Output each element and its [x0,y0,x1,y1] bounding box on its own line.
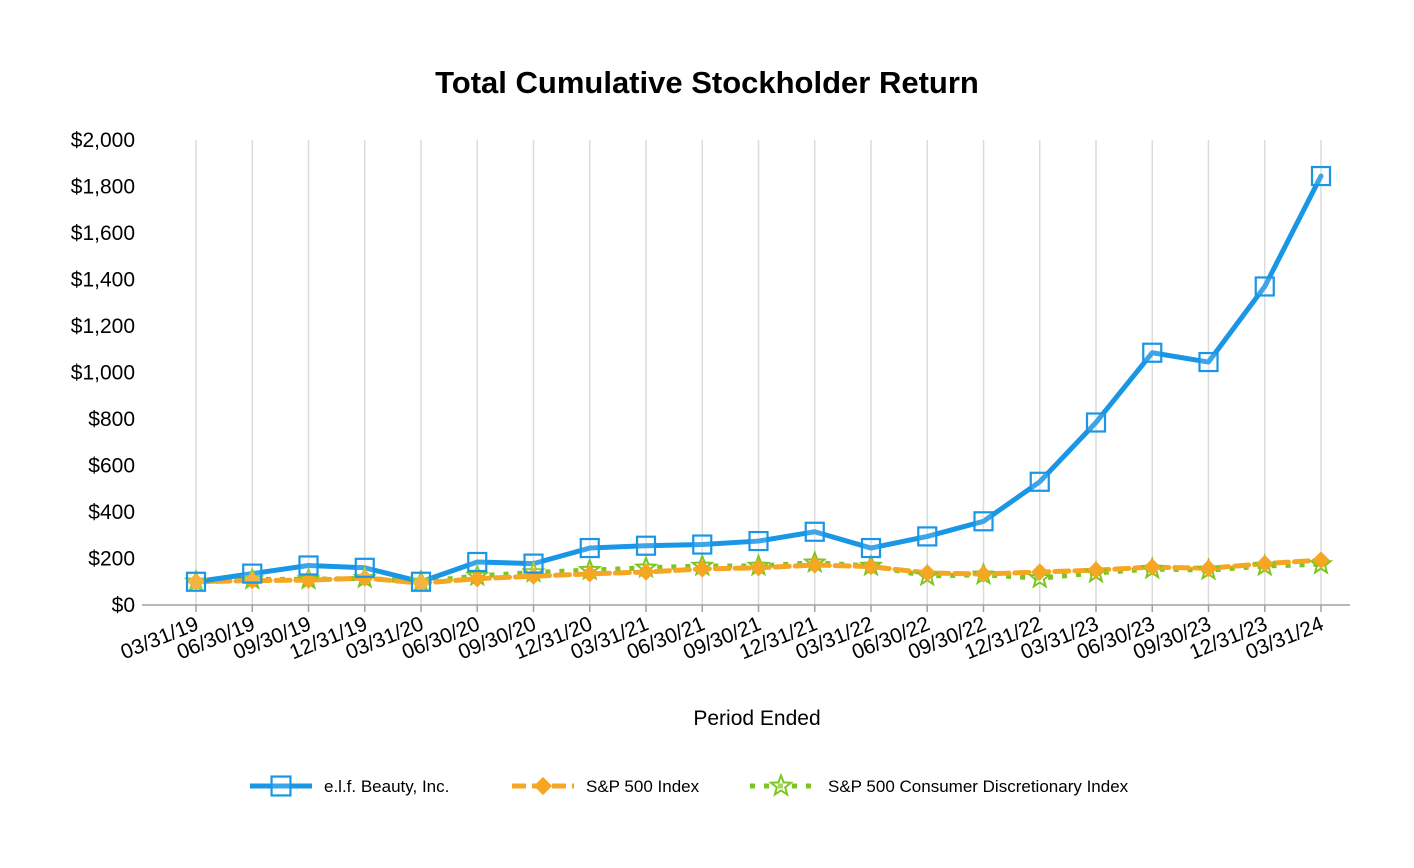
data-point-1-18 [1199,559,1218,577]
data-point-0-7 [579,537,600,559]
data-point-1-9 [693,560,711,578]
legend-item-2[interactable]: S&P 500 Consumer Discretionary Index [750,772,1129,797]
series-line-0 [193,173,1324,585]
data-point-0-15 [1029,471,1050,492]
y-tick-label: $1,200 [71,315,135,338]
y-tick-label: $800 [88,408,135,431]
y-tick-label: $1,400 [71,269,135,292]
legend-marker [768,772,794,797]
data-point-1-16 [1087,561,1105,579]
data-point-0-20 [1310,165,1332,187]
y-tick-label: $1,800 [71,176,135,199]
y-tick-label: $400 [88,501,135,524]
y-tick-label: $0 [112,594,135,617]
data-point-1-2 [299,571,318,589]
data-point-1-10 [749,559,768,577]
data-point-0-8 [635,535,657,556]
data-point-1-20 [1312,551,1330,569]
data-point-1-5 [468,570,486,588]
legend[interactable]: e.l.f. Beauty, Inc. S&P 500 Index S&P 500 … [250,772,1129,797]
data-point-0-9 [692,534,713,555]
marker-layer [183,165,1334,593]
data-point-0-18 [1198,351,1219,373]
data-point-1-17 [1143,558,1161,576]
legend-item-0[interactable]: e.l.f. Beauty, Inc. [250,775,449,797]
data-point-1-11 [806,556,824,574]
data-point-1-12 [862,557,880,576]
data-point-0-1 [242,563,263,584]
data-point-0-6 [523,553,544,574]
data-point-1-3 [356,569,374,587]
data-point-0-19 [1254,276,1275,297]
legend-label: S&P 500 Index [586,777,700,796]
data-point-0-3 [354,557,375,578]
data-point-0-16 [1085,412,1107,433]
data-point-0-5 [467,551,488,573]
legend-label: e.l.f. Beauty, Inc. [324,777,449,796]
legend-label: S&P 500 Consumer Discretionary Index [828,777,1129,796]
data-point-1-7 [581,565,599,583]
data-point-0-14 [973,511,994,532]
y-tick-label: $600 [88,455,135,478]
legend-marker [533,776,553,796]
data-point-1-19 [1256,554,1274,573]
data-point-0-0 [185,571,207,592]
y-tick-label: $1,600 [71,222,135,245]
data-point-1-8 [637,563,655,581]
data-point-1-14 [974,565,993,583]
legend-marker [270,775,292,797]
data-point-0-11 [804,521,825,542]
data-point-1-1 [243,571,261,590]
data-point-0-17 [1142,342,1163,363]
data-point-0-2 [298,555,319,576]
data-point-0-13 [917,526,938,547]
data-point-0-10 [748,530,769,552]
chart-title: Total Cumulative Stockholder Return [435,65,979,100]
data-point-1-13 [918,564,936,582]
data-point-0-4 [410,571,432,592]
data-point-0-12 [860,537,882,559]
y-tick-label: $2,000 [71,129,135,152]
axes: $0 $200 $400 $600 $800 $1,000 $1,200 $1,400 $1,6… [71,129,1350,664]
y-tick-label: $1,000 [71,362,135,385]
data-point-1-15 [1031,563,1049,581]
y-tick-label: $200 [88,548,135,571]
legend-item-1[interactable]: S&P 500 Index [512,776,700,796]
x-axis-label: Period Ended [693,707,820,730]
